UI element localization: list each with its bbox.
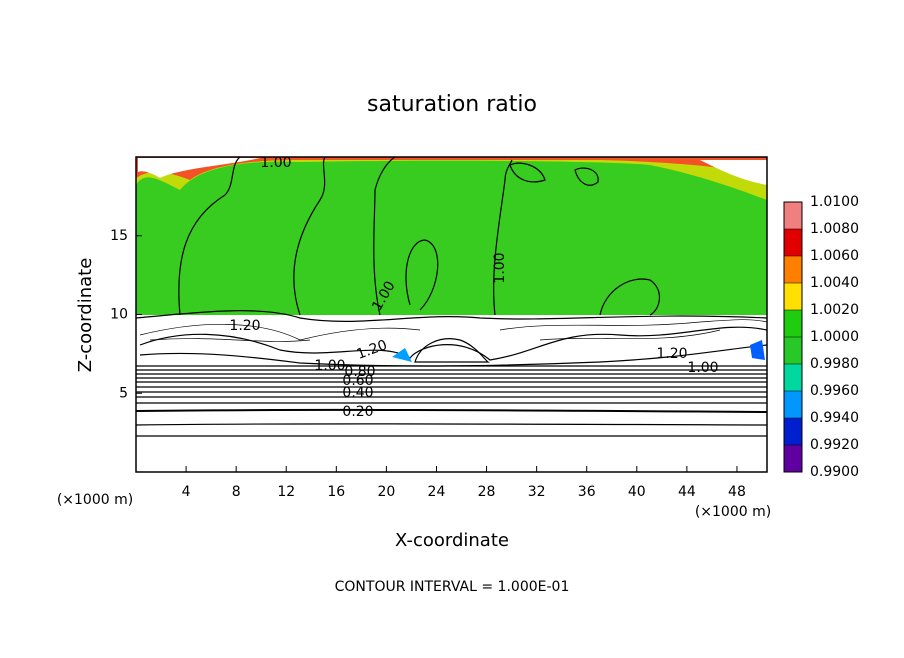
y-tick-label: 15	[110, 228, 128, 244]
colorbar-band	[784, 337, 802, 364]
footer-note: CONTOUR INTERVAL = 1.000E-01	[335, 579, 570, 595]
field	[135, 156, 768, 472]
contour-label: 1.20	[229, 318, 260, 334]
x-tick-label: 32	[528, 484, 546, 500]
x-tick-label: 48	[728, 484, 746, 500]
contour-label: 0.60	[342, 373, 373, 389]
chart-title: saturation ratio	[367, 92, 537, 117]
field-region	[392, 348, 412, 362]
colorbar-band	[784, 202, 802, 229]
colorbar-tick-label: 1.0020	[810, 302, 859, 318]
colorbar-tick-label: 1.0040	[810, 275, 859, 291]
x-tick-label: 44	[678, 484, 696, 500]
colorbar-tick-label: 1.0000	[810, 329, 859, 345]
contour-label: 1.00	[260, 155, 291, 171]
x-tick-label: 8	[232, 484, 241, 500]
x-tick-label: 20	[377, 484, 395, 500]
y-tick-label: 5	[119, 385, 128, 401]
contour-label: 1.00	[687, 360, 718, 376]
colorbar-band	[784, 418, 802, 445]
colorbar-tick-label: 0.9980	[810, 356, 859, 372]
x-axis-label: X-coordinate	[395, 530, 509, 551]
colorbar-tick-label: 0.9920	[810, 437, 859, 453]
colorbar-tick-label: 1.0100	[810, 194, 859, 210]
field-region	[136, 315, 767, 472]
y-axis-label: Z-coordinate	[75, 258, 96, 373]
field-region	[750, 340, 765, 360]
x-tick-label: 36	[578, 484, 596, 500]
x-tick-label: 28	[478, 484, 496, 500]
contour-label: 1.20	[656, 346, 687, 362]
colorbar-band	[784, 445, 802, 472]
contour-label: 1.00	[314, 358, 345, 374]
x-tick-label: 40	[628, 484, 646, 500]
colorbar-tick-label: 1.0060	[810, 248, 859, 264]
colorbar-tick-label: 1.0080	[810, 221, 859, 237]
colorbar-tick-label: 0.9900	[810, 464, 859, 480]
contour-label: 0.80	[344, 364, 375, 380]
contour-label: 0.40	[342, 385, 373, 401]
colorbar-band	[784, 310, 802, 337]
contour-label: 0.20	[342, 404, 373, 420]
x-tick-label: 4	[182, 484, 191, 500]
colorbar-tick-label: 0.9960	[810, 383, 859, 399]
colorbar-band	[784, 256, 802, 283]
y-tick-label: 10	[110, 307, 128, 323]
colorbar-band	[784, 283, 802, 310]
colorbar-band	[784, 229, 802, 256]
x-unit: (×1000 m)	[695, 504, 771, 520]
field-region	[138, 158, 767, 185]
x-tick-label: 12	[277, 484, 295, 500]
colorbar-band	[784, 391, 802, 418]
y-unit: (×1000 m)	[57, 492, 133, 508]
x-tick-label: 24	[428, 484, 446, 500]
x-tick-label: 16	[327, 484, 345, 500]
colorbar-tick-label: 0.9940	[810, 410, 859, 426]
contour-label: 1.00	[492, 252, 508, 283]
colorbar-band	[784, 364, 802, 391]
field-region	[136, 157, 767, 315]
